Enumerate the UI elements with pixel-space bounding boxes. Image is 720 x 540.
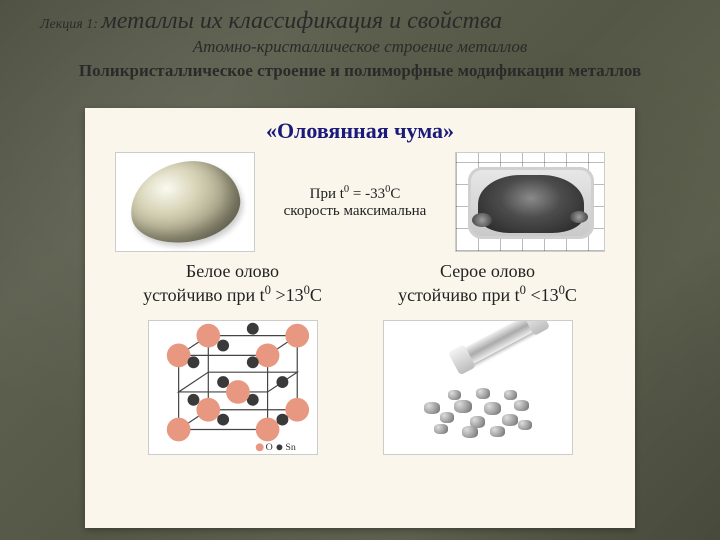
tin-rod-icon [455, 320, 543, 369]
tin-blob-icon [125, 155, 245, 250]
top-row: При t0 = -330С скорость максимальна [85, 144, 635, 252]
panel-title: «Оловянная чума» [85, 108, 635, 144]
powder-pile-icon [478, 175, 584, 233]
lecture-subtitle: Атомно-кристаллическое строение металлов [40, 37, 680, 57]
lattice-svg-icon: O Sn [149, 320, 317, 455]
tin-granules-icon [414, 372, 554, 442]
lecture-topic: Поликристаллическое строение и полиморфн… [40, 61, 680, 81]
gray-tin-caption: Серое олово устойчиво при t0 <130С [365, 260, 610, 306]
transition-text: При t0 = -330С скорость максимальна [255, 184, 455, 220]
white-tin-image [115, 152, 255, 252]
lattice-label-sn: Sn [285, 442, 295, 453]
tin-sample-image [383, 320, 573, 455]
bottom-row: O Sn [85, 320, 635, 455]
lattice-label-o: O [265, 442, 272, 453]
gray-tin-image [455, 152, 605, 252]
lecture-title: металлы их классификация и свойства [101, 8, 502, 34]
captions-row: Белое олово устойчиво при t0 >130С Серое… [85, 260, 635, 306]
lecture-line: Лекция 1: металлы их классификация и сво… [40, 8, 680, 35]
slide-header: Лекция 1: металлы их классификация и сво… [0, 0, 720, 87]
lattice-diagram: O Sn [148, 320, 318, 455]
content-panel: «Оловянная чума» При t0 = -330С скорость… [85, 108, 635, 528]
white-tin-caption: Белое олово устойчиво при t0 >130С [110, 260, 355, 306]
lecture-prefix: Лекция 1: [40, 17, 101, 32]
